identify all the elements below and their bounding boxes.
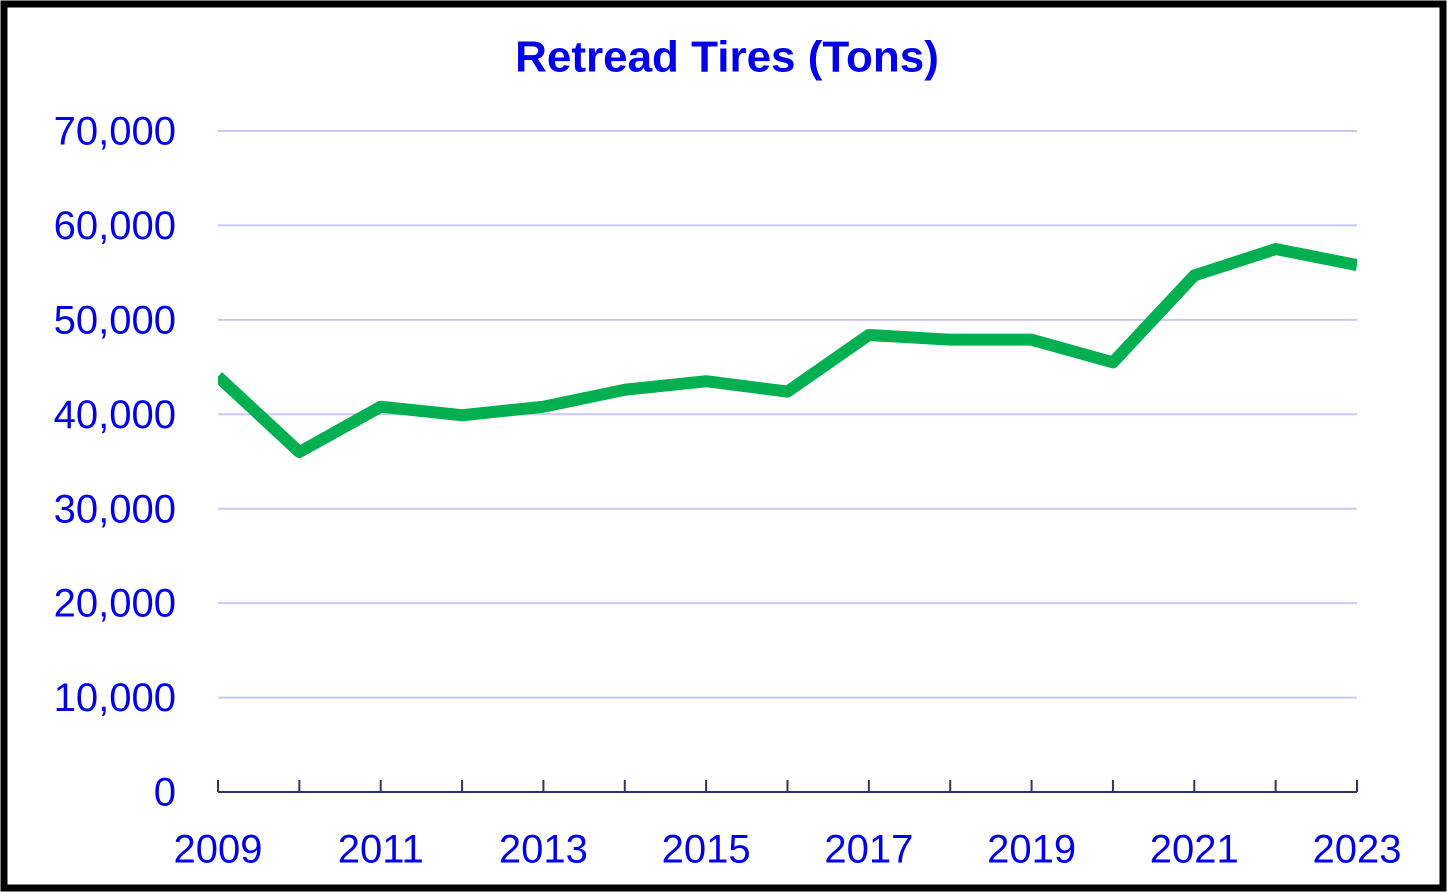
y-tick-label: 70,000 <box>54 110 176 154</box>
chart-title: Retread Tires (Tons) <box>515 33 939 82</box>
x-tick-label: 2015 <box>662 828 751 872</box>
y-tick-label: 30,000 <box>54 487 176 531</box>
y-tick-label: 0 <box>154 771 176 815</box>
y-tick-label: 10,000 <box>54 676 176 720</box>
y-tick-label: 60,000 <box>54 204 176 248</box>
x-tick-label: 2017 <box>824 828 913 872</box>
x-tick-label: 2011 <box>338 828 424 872</box>
x-tick-label: 2019 <box>987 828 1076 872</box>
x-tick-label: 2021 <box>1150 828 1239 872</box>
y-tick-label: 40,000 <box>54 393 176 437</box>
x-tick-label: 2023 <box>1313 828 1402 872</box>
data-line <box>218 243 1357 459</box>
x-tick-label: 2013 <box>499 828 588 872</box>
x-tick-label: 2009 <box>174 828 263 872</box>
y-tick-label: 20,000 <box>54 582 176 626</box>
y-tick-label: 50,000 <box>54 298 176 342</box>
